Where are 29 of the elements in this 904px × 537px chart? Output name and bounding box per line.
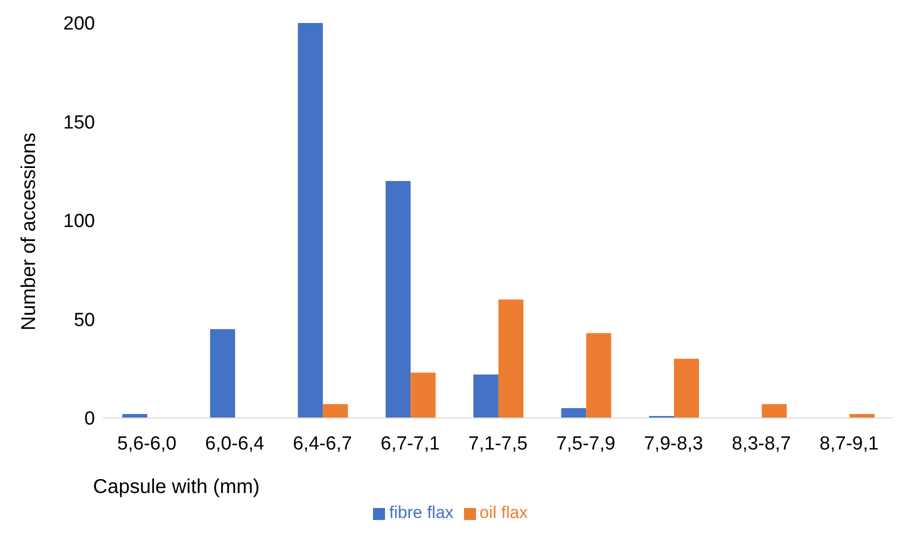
x-tick-label: 6,4-6,7 (292, 433, 352, 454)
x-tick-label: 8,7-9,1 (820, 433, 879, 454)
x-tick-label: 8,3-8,7 (732, 433, 791, 454)
x-tick-label: 6,0-6,4 (205, 433, 265, 454)
y-tick-label: 200 (63, 14, 95, 35)
y-axis-title: Number of accessions (18, 132, 40, 330)
x-tick-label: 5,6-6,0 (117, 433, 176, 454)
x-tick-label: 7,5-7,9 (556, 433, 616, 454)
bar (410, 372, 436, 418)
bar (386, 181, 411, 418)
x-axis-title: Capsule with (mm) (93, 476, 260, 498)
bar (322, 404, 348, 418)
y-tick-label: 0 (84, 408, 95, 430)
bar (561, 408, 586, 418)
bar (762, 404, 787, 418)
legend-label: oil flax (480, 503, 528, 522)
bar (210, 329, 236, 418)
legend-label: fibre flax (389, 503, 454, 522)
bar (298, 23, 323, 418)
bar (674, 358, 699, 418)
x-tick-label: 7,1-7,5 (468, 433, 528, 454)
bar (498, 300, 524, 418)
x-tick-label: 7,9-8,3 (644, 433, 704, 454)
bar (473, 374, 498, 418)
y-tick-label: 100 (63, 211, 95, 232)
y-tick-label: 150 (63, 112, 95, 134)
y-tick-label: 50 (74, 310, 95, 331)
x-tick-label: 6,7-7,1 (380, 433, 440, 454)
bar (586, 333, 612, 418)
